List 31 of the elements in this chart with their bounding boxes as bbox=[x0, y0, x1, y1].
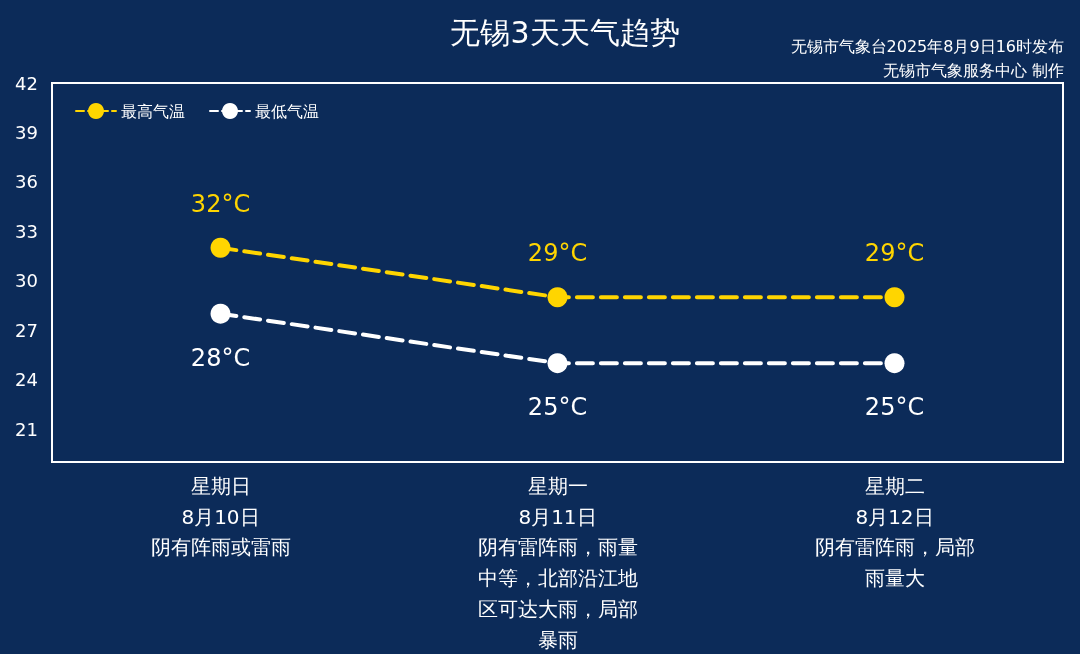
y-tick-label: 36 bbox=[15, 171, 38, 193]
legend-label: 最高气温 bbox=[121, 101, 185, 121]
point bbox=[210, 237, 231, 258]
x-tick-label: 星期二 8月12日 bbox=[855, 473, 934, 529]
y-tick-label: 21 bbox=[15, 418, 38, 440]
y-tick-label: 33 bbox=[15, 220, 38, 242]
x-tick-label: 星期一 8月11日 bbox=[518, 473, 597, 529]
point bbox=[210, 303, 231, 324]
y-tick-label: 30 bbox=[15, 270, 38, 292]
text: 阴有雷阵雨，局部雨量大 bbox=[814, 534, 975, 590]
point bbox=[547, 287, 568, 308]
data-label: 28°C bbox=[190, 343, 251, 372]
point bbox=[547, 353, 568, 374]
x-tick-label: 星期日 8月10日 bbox=[181, 473, 260, 529]
text: 阴有雷阵雨，雨量中等，北部沿江地区可达大雨，局部暴雨 bbox=[477, 534, 638, 652]
y-tick-label: 24 bbox=[15, 369, 38, 391]
data-label: 32°C bbox=[190, 189, 251, 218]
text: 无锡市气象台2025年8月9日16时发布 bbox=[790, 36, 1064, 56]
y-tick-label: 42 bbox=[15, 72, 38, 94]
y-tick-label: 27 bbox=[15, 319, 38, 341]
point bbox=[884, 287, 905, 308]
text: 无锡市气象服务中心 制作 bbox=[882, 60, 1064, 80]
data-label: 25°C bbox=[527, 393, 588, 422]
data-label: 29°C bbox=[527, 239, 588, 268]
chart-title: 无锡3天天气趋势 bbox=[450, 14, 680, 50]
data-label: 29°C bbox=[864, 239, 925, 268]
text: 阴有阵雨或雷雨 bbox=[150, 534, 291, 559]
data-label: 25°C bbox=[864, 393, 925, 422]
point bbox=[884, 353, 905, 374]
legend-label: 最低气温 bbox=[255, 101, 319, 121]
y-tick-label: 39 bbox=[15, 121, 38, 143]
